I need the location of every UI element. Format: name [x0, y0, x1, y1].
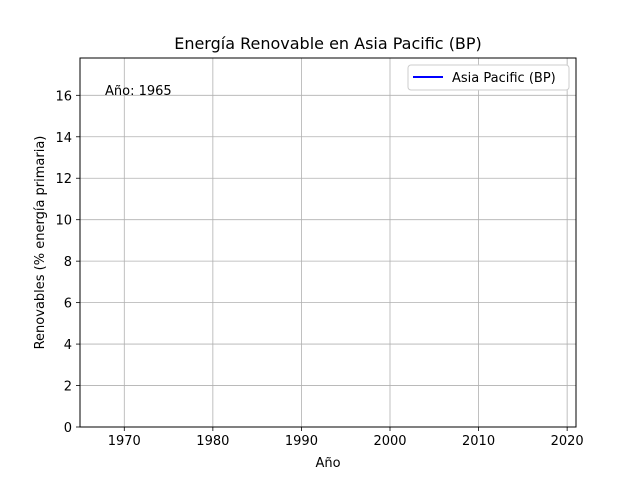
x-axis-label: Año — [315, 456, 340, 471]
y-tick-label: 6 — [64, 297, 72, 312]
y-tick-label: 0 — [64, 421, 72, 436]
y-tick-label: 10 — [55, 214, 72, 229]
plot-frame — [79, 57, 577, 428]
x-tick-label: 1990 — [285, 434, 318, 449]
year-annotation: Año: 1965 — [105, 84, 172, 99]
y-tick-label: 8 — [64, 255, 72, 270]
x-tick-label: 1970 — [108, 434, 141, 449]
x-tick-label: 2020 — [551, 434, 584, 449]
y-tick-label: 16 — [55, 89, 72, 104]
y-tick-label: 2 — [64, 380, 72, 395]
y-tick-label: 14 — [55, 131, 72, 146]
legend-box — [407, 64, 570, 91]
x-tick-label: 2000 — [373, 434, 406, 449]
x-tick-label: 2010 — [462, 434, 495, 449]
grid-lines — [80, 58, 576, 428]
y-axis-label: Renovables (% energía primaria) — [33, 136, 48, 350]
x-tick-label: 1980 — [196, 434, 229, 449]
y-tick-label: 4 — [64, 338, 72, 353]
chart-title: Energía Renovable en Asia Pacific (BP) — [174, 34, 482, 53]
legend-label: Asia Pacific (BP) — [452, 71, 556, 86]
y-axis: 0 2 4 6 8 10 12 14 16 — [55, 89, 80, 436]
x-axis: 1970 1980 1990 2000 2010 2020 — [108, 427, 584, 449]
y-tick-label: 12 — [55, 172, 72, 187]
legend: Asia Pacific (BP) — [407, 64, 570, 91]
